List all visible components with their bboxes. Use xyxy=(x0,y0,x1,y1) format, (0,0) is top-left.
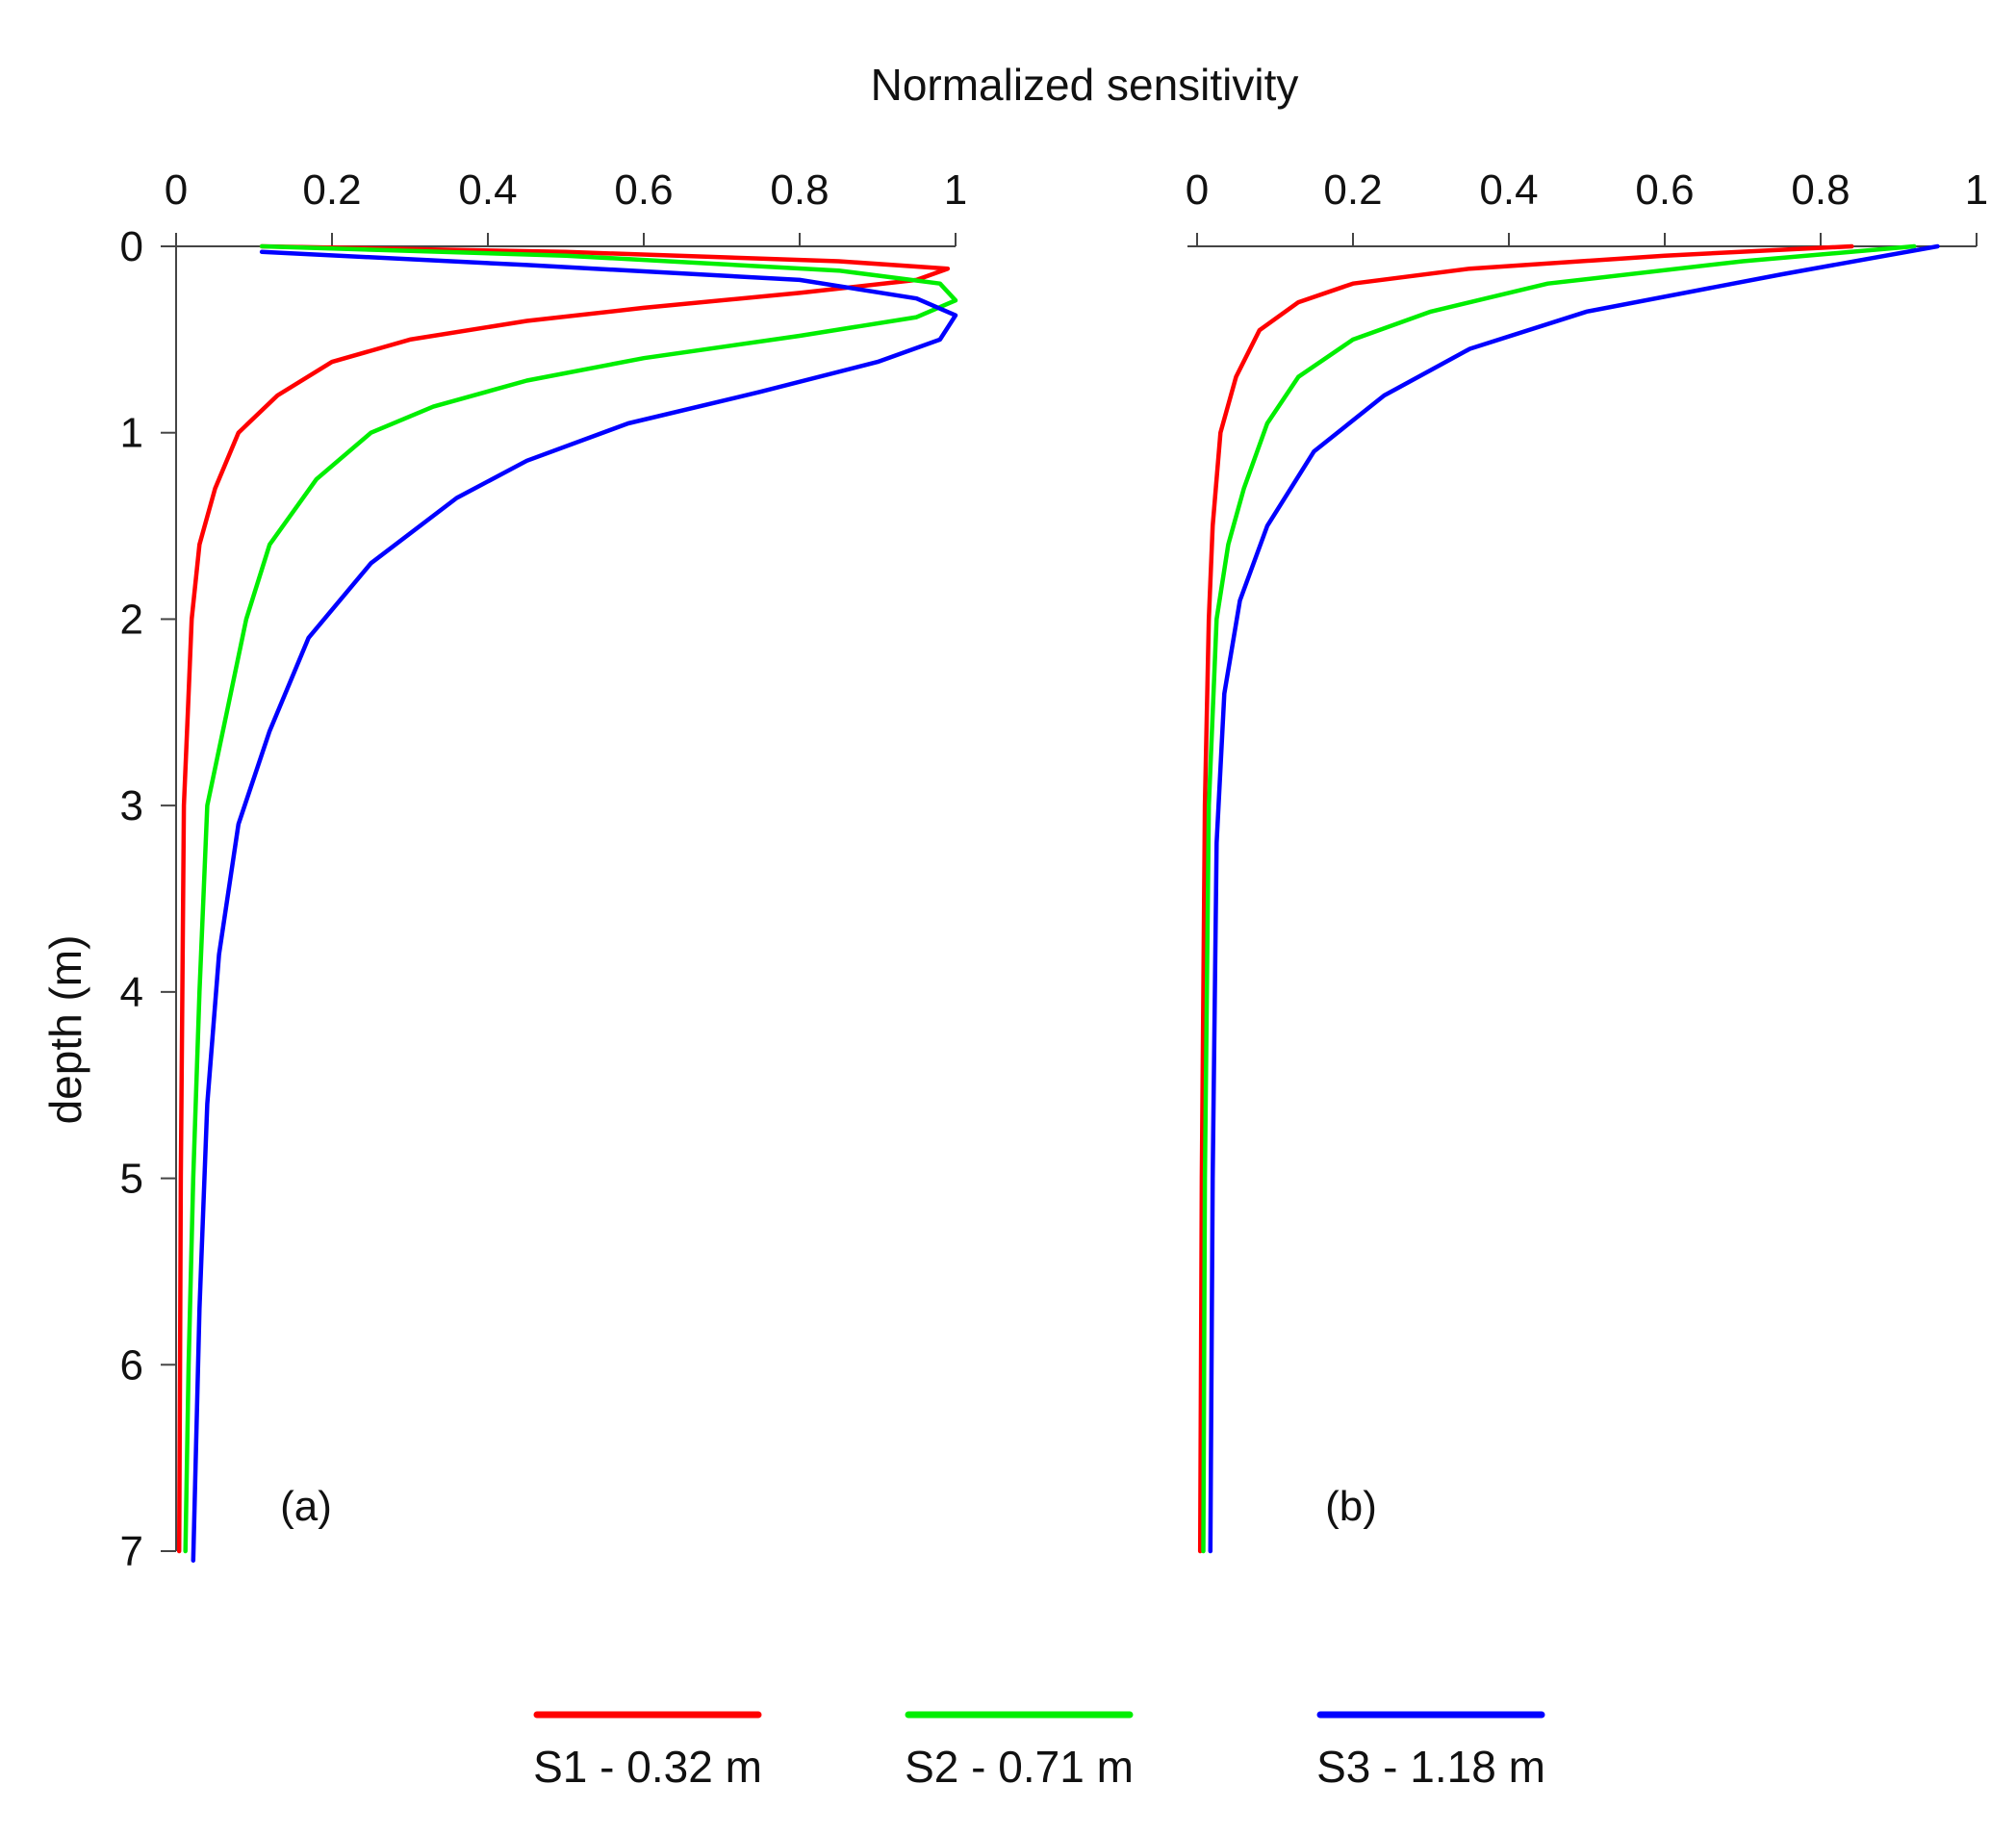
curve-a-s1 xyxy=(176,243,951,1554)
legend-label-s3: S3 - 1.18 m xyxy=(1316,1742,1545,1792)
chart-marks: 0 0.2 0.4 0.6 0.8 1 0 1 2 3 4 5 6 7 (a) 0 0.2 0.4 0.6 0.8 1 (… xyxy=(120,166,1989,1792)
x-tick-label-b: 0.8 xyxy=(1791,166,1850,214)
panel-label-b: (b) xyxy=(1325,1483,1377,1530)
y-tick-label: 7 xyxy=(120,1528,143,1575)
x-tick-label-a: 0.2 xyxy=(302,166,361,214)
panel-label-a: (a) xyxy=(280,1483,332,1530)
y-tick-label: 6 xyxy=(120,1341,143,1389)
x-tick-label-b: 0.2 xyxy=(1323,166,1382,214)
x-tick-label-a: 0.6 xyxy=(614,166,673,214)
curve-b-s1 xyxy=(1197,243,1854,1554)
y-axis-label: depth (m) xyxy=(40,935,90,1125)
chart-title: Normalized sensitivity xyxy=(871,60,1299,110)
y-tick-label: 3 xyxy=(120,782,143,829)
curve-b-s3 xyxy=(1208,243,1940,1554)
x-tick-label-a: 0 xyxy=(165,166,188,214)
curve-b-s2 xyxy=(1201,243,1917,1554)
x-tick-label-a: 0.8 xyxy=(770,166,829,214)
x-tick-label-b: 1 xyxy=(1965,166,1988,214)
x-tick-label-a: 0.4 xyxy=(458,166,517,214)
y-tick-label: 2 xyxy=(120,596,143,643)
y-tick-label: 0 xyxy=(120,223,143,270)
x-tick-label-b: 0 xyxy=(1186,166,1209,214)
x-tick-label-a: 1 xyxy=(944,166,967,214)
legend-label-s1: S1 - 0.32 m xyxy=(533,1742,762,1792)
curve-a-s2 xyxy=(183,243,958,1554)
y-tick-label: 1 xyxy=(120,410,143,457)
curve-a-s3 xyxy=(191,249,958,1563)
y-tick-label: 5 xyxy=(120,1156,143,1203)
x-tick-label-b: 0.6 xyxy=(1635,166,1694,214)
x-tick-label-b: 0.4 xyxy=(1479,166,1538,214)
y-tick-label: 4 xyxy=(120,969,143,1016)
legend-label-s2: S2 - 0.71 m xyxy=(905,1742,1134,1792)
